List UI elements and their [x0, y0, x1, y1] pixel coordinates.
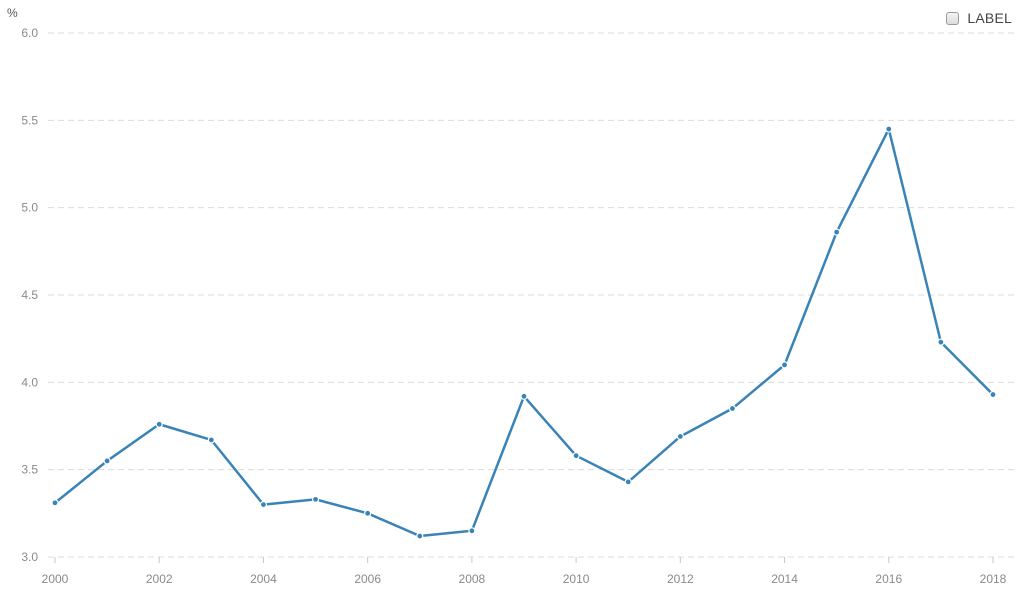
x-tick-label: 2002: [146, 572, 173, 586]
data-point[interactable]: [416, 532, 424, 540]
y-tick-label: 3.0: [21, 550, 38, 564]
data-point[interactable]: [833, 228, 841, 236]
x-tick-label: 2008: [459, 572, 486, 586]
legend-label[interactable]: LABEL: [967, 10, 1012, 26]
data-point[interactable]: [259, 501, 268, 509]
data-point[interactable]: [51, 499, 59, 507]
data-point[interactable]: [520, 392, 528, 400]
x-tick-label: 2014: [771, 572, 798, 586]
x-tick-label: 2004: [250, 572, 277, 586]
x-tick-label: 2010: [563, 572, 590, 586]
y-tick-label: 5.5: [21, 113, 38, 127]
series-layer: [51, 125, 997, 540]
data-point[interactable]: [311, 495, 320, 503]
x-tick-label: 2018: [980, 572, 1007, 586]
y-axis-ticks: 3.0 3.5 4.0 4.5 5.0 5.5 6.0: [21, 26, 38, 564]
series-line: [53, 127, 995, 538]
y-tick-label: 4.0: [21, 375, 38, 389]
data-point[interactable]: [676, 432, 684, 441]
y-axis-unit-label: %: [7, 6, 18, 20]
data-point[interactable]: [989, 390, 997, 399]
data-point[interactable]: [780, 361, 789, 369]
data-point[interactable]: [937, 338, 945, 346]
legend-checkbox[interactable]: [946, 11, 960, 25]
y-tick-label: 5.0: [21, 201, 38, 215]
data-point[interactable]: [364, 509, 372, 517]
data-point[interactable]: [624, 478, 632, 486]
x-tick-label: 2006: [354, 572, 381, 586]
y-tick-label: 4.5: [21, 288, 38, 302]
data-point[interactable]: [207, 436, 215, 444]
y-tick-label: 6.0: [21, 26, 38, 40]
data-point[interactable]: [103, 457, 111, 465]
data-point[interactable]: [728, 404, 737, 413]
gridlines: [48, 32, 1017, 558]
x-tick-label: 2000: [42, 572, 69, 586]
data-point[interactable]: [885, 125, 893, 133]
x-tick-label: 2012: [667, 572, 694, 586]
data-point[interactable]: [572, 452, 580, 460]
x-tick-label: 2016: [875, 572, 902, 586]
legend[interactable]: LABEL: [946, 10, 1012, 26]
data-point[interactable]: [155, 420, 163, 428]
y-tick-label: 3.5: [21, 463, 38, 477]
data-point[interactable]: [468, 527, 476, 535]
x-axis-ticks: 2000 2002 2004 2006 2008 2010 2012 2014 2016 2018: [42, 557, 1007, 586]
